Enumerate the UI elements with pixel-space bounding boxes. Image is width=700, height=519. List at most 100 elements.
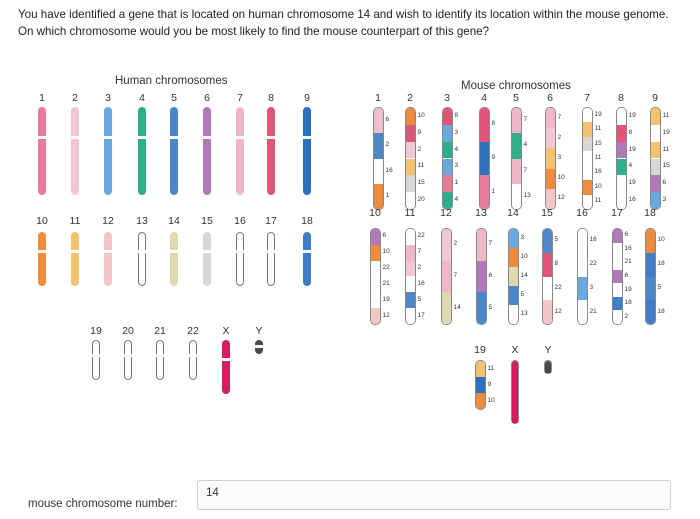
segment-label: 16 bbox=[589, 236, 597, 244]
human-chromosome-18 bbox=[302, 232, 312, 286]
segment-label: 3 bbox=[662, 196, 667, 204]
human-chromosome-9 bbox=[302, 107, 312, 195]
human-chromosome-label: 8 bbox=[268, 92, 274, 104]
centromere bbox=[155, 354, 165, 357]
segment-label: 14 bbox=[453, 303, 461, 311]
mouse-chromosome-8 bbox=[615, 107, 627, 210]
segment-label: 22 bbox=[417, 232, 425, 240]
mouse-chromosome-16 bbox=[576, 228, 588, 325]
chromosome-segment bbox=[645, 252, 655, 277]
mouse-chromosome-label: 7 bbox=[584, 92, 590, 104]
chromosome-segment bbox=[479, 108, 489, 142]
human-chromosome-label: 10 bbox=[36, 215, 48, 227]
mouse-chromosome-18 bbox=[644, 228, 656, 325]
chromosome-segment bbox=[511, 183, 521, 209]
segment-label: 13 bbox=[523, 191, 531, 199]
mouse-chromosome-10 bbox=[369, 228, 381, 325]
human-chromosome-20 bbox=[123, 340, 133, 380]
mouse-chromosome-6 bbox=[544, 107, 556, 210]
centromere bbox=[235, 250, 245, 253]
segment-label: 9 bbox=[487, 380, 492, 388]
segment-label: 16 bbox=[385, 166, 393, 174]
centromere bbox=[70, 250, 80, 253]
segment-label: 6 bbox=[382, 232, 387, 240]
chromosome-segment bbox=[511, 108, 521, 134]
human-chromosome-label: Y bbox=[255, 325, 263, 337]
segment-label: 4 bbox=[454, 196, 459, 204]
centromere bbox=[103, 250, 113, 253]
segment-label: 3 bbox=[454, 128, 459, 136]
question-line-2: On which chromosome would you be most li… bbox=[18, 25, 490, 38]
segment-label: 2 bbox=[417, 264, 422, 272]
segment-label: 14 bbox=[520, 272, 528, 279]
segment-label: 2 bbox=[624, 312, 629, 320]
centromere bbox=[169, 136, 179, 139]
chromosome-segment bbox=[582, 194, 592, 209]
centromere bbox=[37, 250, 47, 253]
human-chromosome-19 bbox=[91, 340, 101, 380]
human-chromosome-label: 5 bbox=[171, 92, 177, 104]
human-chromosome-label: 17 bbox=[265, 215, 277, 227]
human-chromosome-label: 21 bbox=[154, 325, 166, 337]
chromosome-segment bbox=[612, 296, 622, 311]
segment-label: 8 bbox=[554, 260, 559, 268]
human-chromosome-label: 6 bbox=[204, 92, 210, 104]
chromosome-segment bbox=[508, 229, 518, 248]
chromosome-segment bbox=[405, 175, 415, 193]
human-chromosome-10 bbox=[37, 232, 47, 286]
chromosome-segment bbox=[508, 267, 518, 286]
centromere bbox=[103, 136, 113, 139]
segment-label: 7 bbox=[523, 116, 528, 124]
chromosome-segment bbox=[476, 260, 486, 293]
chromosome-segment bbox=[545, 128, 555, 149]
chromosome-segment bbox=[442, 175, 452, 193]
mouse-chromosome-11 bbox=[404, 228, 416, 325]
mouse-chromosome-label: 17 bbox=[611, 207, 623, 219]
chromosome-segment bbox=[542, 229, 552, 253]
segment-label: 18 bbox=[657, 307, 665, 315]
answer-value: 14 bbox=[206, 487, 219, 499]
chromosome-segment bbox=[645, 300, 655, 324]
human-chromosome-label: 13 bbox=[136, 215, 148, 227]
chromosome-segment bbox=[612, 269, 622, 284]
segment-label: 16 bbox=[594, 168, 602, 176]
mouse-chromosome-label: 1 bbox=[375, 92, 381, 104]
chromosome-segment bbox=[650, 108, 660, 125]
human-chromosome-21 bbox=[155, 340, 165, 380]
mouse-chromosome-label: 6 bbox=[547, 92, 553, 104]
segment-label: 16 bbox=[628, 196, 636, 204]
mouse-chromosome-19 bbox=[474, 360, 486, 410]
segment-label: 21 bbox=[382, 279, 390, 287]
chromosome-segment bbox=[545, 361, 551, 373]
segment-label: 13 bbox=[520, 310, 528, 317]
mouse-chromosome-label: 2 bbox=[407, 92, 413, 104]
chromosome-segment bbox=[650, 158, 660, 176]
mouse-chromosome-5 bbox=[510, 107, 522, 210]
centromere bbox=[137, 250, 147, 253]
human-chromosome-2 bbox=[70, 107, 80, 195]
segment-label: 10 bbox=[657, 236, 665, 244]
mouse-chromosome-label: 19 bbox=[474, 344, 486, 356]
answer-input[interactable]: 14 bbox=[197, 480, 671, 510]
segment-label: 10 bbox=[382, 248, 390, 256]
human-chromosome-3 bbox=[103, 107, 113, 195]
chromosome-segment bbox=[441, 229, 451, 261]
mouse-chromosome-label: 9 bbox=[652, 92, 658, 104]
chromosome-segment bbox=[582, 136, 592, 152]
mouse-chromosome-2 bbox=[404, 107, 416, 210]
chromosome-segment bbox=[405, 308, 415, 324]
human-chromosome-label: X bbox=[222, 325, 230, 337]
chromosome-segment bbox=[405, 260, 415, 277]
centromere bbox=[266, 250, 276, 253]
chromosome-segment bbox=[405, 192, 415, 209]
segment-label: 1 bbox=[385, 191, 390, 199]
chromosome-segment bbox=[370, 276, 380, 293]
mouse-chromosome-label: 3 bbox=[444, 92, 450, 104]
chromosome-segment bbox=[441, 292, 451, 324]
segment-label: 18 bbox=[657, 260, 665, 268]
segment-label: 20 bbox=[417, 196, 425, 204]
chromosome-segment bbox=[370, 229, 380, 245]
centromere bbox=[91, 354, 101, 357]
human-chromosome-8 bbox=[266, 107, 276, 195]
segment-label: 19 bbox=[628, 179, 636, 187]
